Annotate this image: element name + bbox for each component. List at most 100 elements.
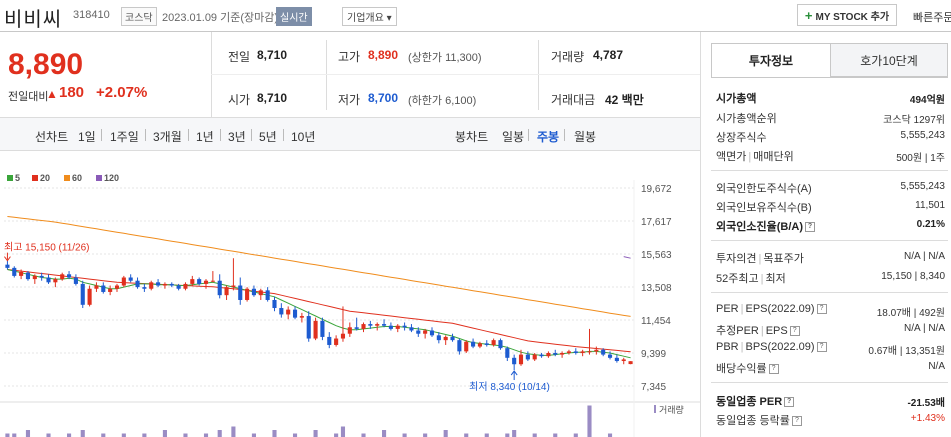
candle-body — [114, 285, 120, 289]
candle-body — [498, 340, 503, 349]
foreign-hold-label: 외국인보유주식수(B) — [716, 202, 812, 214]
upper-limit: (상한가 11,300) — [408, 52, 482, 64]
y-tick-label: 19,672 — [641, 184, 672, 195]
tab-orderbook[interactable]: 호가10단계 — [830, 43, 948, 77]
volume-bar — [231, 426, 236, 437]
candle-body — [423, 330, 428, 334]
period-1w[interactable]: 1주일 — [110, 130, 139, 144]
toolbar-sep — [101, 129, 102, 141]
low-label: 저가 — [338, 93, 361, 107]
candle-body — [368, 324, 373, 326]
candle-body — [395, 325, 400, 329]
candle-body — [238, 285, 243, 300]
candle-body — [416, 330, 421, 334]
volume-bar — [505, 433, 510, 437]
candle-body — [327, 336, 332, 345]
volume-bar — [573, 433, 578, 437]
candle-weekly[interactable]: 주봉 — [537, 130, 560, 144]
candle-daily[interactable]: 일봉 — [502, 130, 525, 144]
live-button[interactable]: 실시간 — [276, 7, 312, 26]
help-icon[interactable]: ? — [784, 397, 795, 408]
toolbar-sep — [220, 129, 221, 141]
help-icon[interactable]: ? — [768, 364, 779, 375]
up-arrow-icon: ▲ — [46, 87, 58, 101]
candle-body — [39, 275, 44, 278]
candle-body — [320, 320, 325, 337]
high-arrow-head — [4, 256, 11, 262]
volume-bar — [464, 433, 469, 437]
candle-body — [292, 309, 298, 318]
opinion-labels: 투자의견 | 목표주가 — [716, 253, 804, 265]
candle-body — [607, 354, 613, 358]
candle-body — [512, 357, 517, 365]
candle-body — [87, 288, 92, 305]
candle-body — [217, 280, 222, 296]
company-overview-dropdown[interactable]: 기업개요 ▾ — [342, 7, 397, 26]
legend-swatch-60 — [64, 175, 70, 181]
high-value: 8,890 — [368, 48, 399, 62]
period-3y[interactable]: 3년 — [228, 130, 246, 144]
period-3m[interactable]: 3개월 — [153, 130, 182, 144]
candle-body — [53, 279, 58, 283]
candle-body — [553, 352, 558, 355]
quick-order-link[interactable]: 빠른주문 — [913, 12, 951, 24]
help-icon[interactable]: ? — [816, 342, 827, 353]
period-5y[interactable]: 5년 — [259, 130, 277, 144]
candle-body — [457, 340, 462, 352]
volume-bar — [183, 433, 188, 437]
panel-divider — [700, 32, 701, 437]
prev-close-value: 8,710 — [257, 48, 288, 62]
ma20-line — [7, 269, 631, 353]
help-icon[interactable]: ? — [789, 326, 800, 337]
par-unit-labels: 액면가 | 매매단위 — [716, 151, 794, 163]
volume-bar — [46, 433, 51, 437]
volume-bar — [532, 433, 537, 437]
candle-body — [5, 264, 10, 268]
tab-invest-info[interactable]: 투자정보 — [711, 43, 831, 77]
candle-body — [491, 340, 496, 345]
candle-body — [402, 325, 407, 328]
help-icon[interactable]: ? — [816, 304, 827, 315]
candle-monthly[interactable]: 월봉 — [574, 130, 597, 144]
candle-body — [334, 338, 339, 345]
est-value: N/A | N/A — [904, 323, 945, 334]
y-tick-label: 7,345 — [641, 382, 666, 393]
stat-divider-2 — [538, 40, 539, 110]
volume-bar — [292, 433, 298, 437]
period-1d[interactable]: 1일 — [78, 130, 96, 144]
pbr-label: PBR — [716, 341, 739, 353]
bps-label: BPS(2022.09) — [745, 341, 815, 353]
candle-body — [587, 351, 592, 353]
volume-bar — [402, 433, 407, 437]
stat-row-divider — [211, 74, 700, 75]
header-divider — [0, 31, 951, 32]
stock-name: 비비씨 — [4, 9, 63, 31]
candle-body — [265, 290, 270, 300]
period-10y[interactable]: 10년 — [291, 130, 316, 144]
week52-labels: 52주최고 | 최저 — [716, 273, 786, 285]
week52-hi-label: 52주최고 — [716, 273, 759, 285]
candle-body — [443, 336, 448, 341]
week52-lo-label: 최저 — [765, 273, 786, 285]
line-chart-label: 선차트 — [35, 130, 69, 144]
low-annotation: 최저 8,340 (10/14) — [469, 381, 550, 393]
candle-body — [484, 343, 489, 345]
legend-swatch-20 — [32, 175, 38, 181]
candle-body — [80, 283, 85, 305]
panel-sep — [711, 240, 948, 241]
candle-body — [67, 274, 72, 278]
candle-body — [601, 349, 606, 355]
help-icon[interactable]: ? — [805, 222, 815, 233]
volume-bar — [101, 433, 106, 437]
eps-label: EPS(2022.09) — [745, 303, 815, 315]
mystock-add-button[interactable]: + MY STOCK 추가 — [797, 4, 897, 26]
week52-value: 15,150 | 8,340 — [881, 271, 945, 282]
candle-body — [477, 343, 482, 347]
ind-rate-label: 동일업종 등락률 — [716, 415, 790, 427]
candle-body — [12, 267, 17, 276]
volume-bar — [443, 430, 448, 437]
period-1y[interactable]: 1년 — [196, 130, 214, 144]
candle-body — [354, 327, 359, 329]
ma120-line — [623, 256, 631, 259]
help-icon[interactable]: ? — [791, 416, 802, 427]
